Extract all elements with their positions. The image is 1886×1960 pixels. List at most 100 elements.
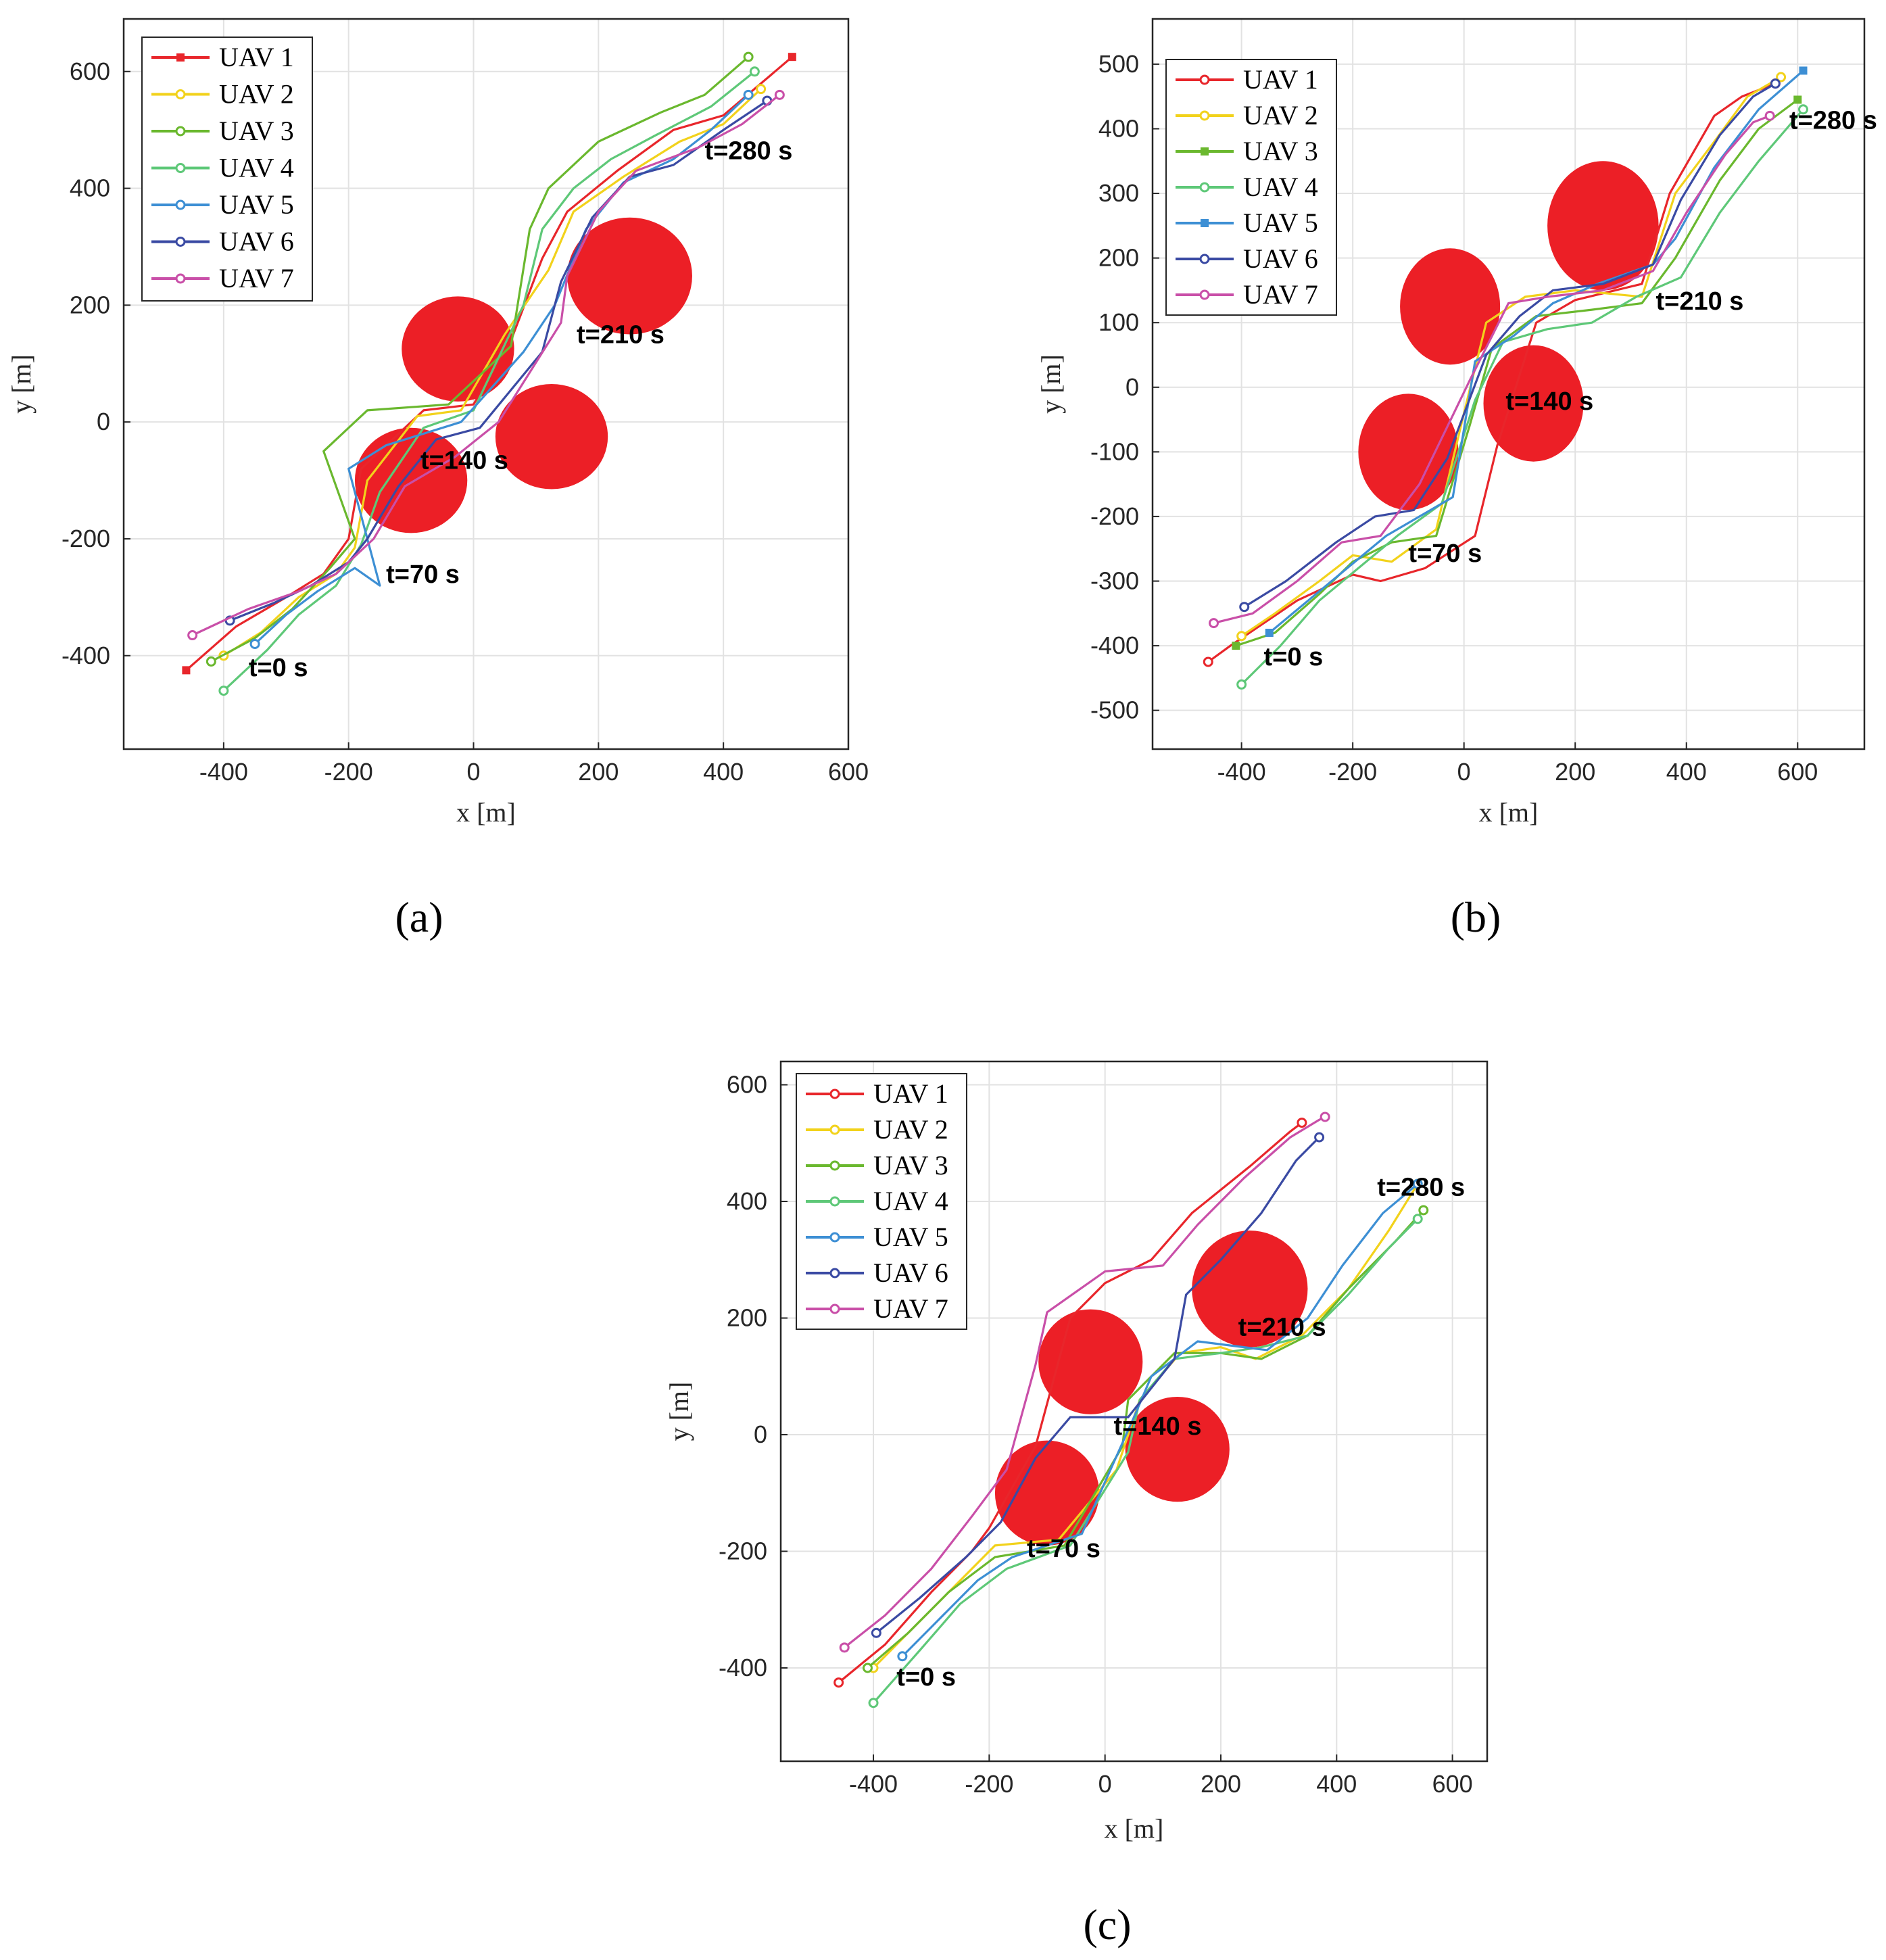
end-marker-uav-7 — [1320, 1112, 1330, 1122]
x-tick-label: -200 — [1328, 758, 1377, 786]
start-marker-uav-7 — [187, 630, 198, 641]
time-annotation: t=70 s — [1408, 540, 1482, 568]
y-tick-label: -500 — [1090, 696, 1139, 724]
legend-marker-uav-4 — [175, 163, 186, 173]
panel-label-a: (a) — [395, 893, 443, 941]
panel-b: -400 -200 0 200 400 600 -500 -400 -300 -200 -100 0 1… — [1036, 18, 1877, 828]
end-marker-uav-3 — [1418, 1205, 1429, 1216]
x-tick-label: 600 — [828, 758, 869, 786]
start-marker-uav-7 — [1208, 618, 1219, 629]
legend-marker-uav-7 — [175, 273, 186, 284]
end-marker-uav-7 — [1764, 110, 1775, 121]
end-marker-uav-5 — [1799, 66, 1808, 75]
obstacle-2 — [402, 296, 514, 402]
start-marker-uav-5 — [249, 638, 260, 649]
y-tick-label: 0 — [97, 408, 110, 435]
legend-marker-uav-6 — [829, 1268, 840, 1278]
legend-label-uav-4: UAV 4 — [1243, 172, 1318, 202]
legend: UAV 1 UAV 2 UAV 3 UAV 4 UAV 5 UAV 6 UAV 7 — [141, 37, 313, 302]
y-tick-label: -300 — [1090, 567, 1139, 595]
x-tick-label: 0 — [1098, 1770, 1112, 1798]
obstacle-1 — [994, 1440, 1100, 1546]
legend-label-uav-5: UAV 5 — [873, 1222, 948, 1252]
legend-label-uav-4: UAV 4 — [219, 153, 294, 183]
trajectory-uav-4 — [222, 70, 756, 692]
legend-marker-uav-7 — [1199, 289, 1210, 300]
x-tick-label: 200 — [1201, 1770, 1241, 1798]
time-annotation: t=210 s — [1238, 1313, 1326, 1341]
end-marker-uav-4 — [1412, 1214, 1423, 1224]
legend-marker-uav-6 — [175, 237, 186, 247]
end-marker-uav-5 — [1412, 1178, 1423, 1189]
start-marker-uav-6 — [871, 1627, 881, 1638]
time-annotation: t=280 s — [1789, 106, 1877, 135]
legend-marker-uav-3 — [1201, 147, 1209, 156]
x-axis-label: x [m] — [456, 797, 516, 828]
y-tick-label: 200 — [1098, 244, 1139, 272]
legend-label-uav-3: UAV 3 — [873, 1150, 948, 1180]
legend-label-uav-1: UAV 1 — [873, 1078, 948, 1109]
trajectory-uav-6 — [228, 99, 769, 622]
legend: UAV 1 UAV 2 UAV 3 UAV 4 UAV 5 UAV 6 UAV 7 — [796, 1073, 967, 1330]
legend-marker-uav-7 — [829, 1304, 840, 1314]
y-tick-label: 0 — [754, 1420, 767, 1448]
legend-marker-uav-2 — [175, 89, 186, 99]
trajectory-uav-7 — [191, 93, 781, 637]
obstacle-4 — [1547, 161, 1659, 291]
legend-label-uav-4: UAV 4 — [873, 1186, 948, 1216]
y-tick-label: 0 — [1126, 373, 1139, 401]
end-marker-uav-6 — [1314, 1132, 1325, 1143]
x-axis-label: x [m] — [1479, 797, 1539, 828]
y-tick-label: -400 — [1090, 631, 1139, 659]
end-marker-uav-6 — [1770, 78, 1781, 89]
start-marker-uav-2 — [1236, 631, 1247, 642]
y-axis-label: y [m] — [1036, 354, 1066, 414]
y-tick-label: -400 — [62, 642, 110, 669]
axes-box — [1151, 18, 1866, 750]
legend-marker-uav-1 — [176, 53, 185, 62]
legend-label-uav-7: UAV 7 — [873, 1293, 948, 1324]
time-annotation: t=210 s — [577, 321, 664, 350]
y-tick-label: 600 — [727, 1071, 767, 1099]
legend-label-uav-6: UAV 6 — [219, 226, 294, 257]
legend-label-uav-6: UAV 6 — [1243, 243, 1318, 274]
legend-label-uav-2: UAV 2 — [219, 79, 294, 110]
obstacle-3 — [1125, 1396, 1230, 1502]
start-marker-uav-6 — [1239, 602, 1250, 613]
legend-marker-uav-5 — [829, 1232, 840, 1243]
end-marker-uav-1 — [788, 53, 796, 62]
y-tick-label: 100 — [1098, 308, 1139, 336]
time-annotation: t=0 s — [249, 654, 308, 682]
start-marker-uav-3 — [1232, 642, 1240, 650]
time-annotation: t=140 s — [420, 446, 508, 475]
y-tick-label: 400 — [70, 174, 110, 202]
x-tick-label: -400 — [1217, 758, 1266, 786]
time-annotation: t=70 s — [386, 560, 460, 589]
trajectory-uav-1 — [1207, 82, 1776, 663]
start-marker-uav-5 — [1265, 628, 1274, 637]
trajectory-uav-6 — [875, 1136, 1321, 1634]
end-marker-uav-3 — [1793, 95, 1802, 104]
obstacle-1 — [1358, 393, 1459, 510]
panel-a: -400 -200 0 200 400 600 -400 -200 0 200 400 600 x [m… — [6, 18, 869, 828]
start-marker-uav-1 — [1203, 656, 1213, 667]
legend-marker-uav-4 — [1199, 182, 1210, 193]
x-tick-label: 200 — [1555, 758, 1595, 786]
time-annotation: t=140 s — [1114, 1412, 1202, 1441]
y-tick-label: -400 — [719, 1654, 767, 1681]
y-tick-label: -200 — [719, 1537, 767, 1565]
time-annotation: t=280 s — [1377, 1173, 1465, 1201]
y-axis-label: y [m] — [6, 354, 37, 414]
legend-label-uav-3: UAV 3 — [1243, 136, 1318, 166]
y-tick-label: 400 — [1098, 114, 1139, 142]
y-tick-label: 400 — [727, 1187, 767, 1215]
time-annotation: t=210 s — [1656, 287, 1744, 316]
x-tick-label: -200 — [965, 1770, 1013, 1798]
start-marker-uav-3 — [862, 1663, 873, 1673]
start-marker-uav-4 — [1236, 679, 1247, 690]
x-tick-label: -400 — [199, 758, 248, 786]
y-tick-label: 200 — [70, 291, 110, 318]
legend-marker-uav-2 — [829, 1124, 840, 1135]
legend-label-uav-2: UAV 2 — [1243, 100, 1318, 130]
end-marker-uav-2 — [1776, 72, 1787, 82]
